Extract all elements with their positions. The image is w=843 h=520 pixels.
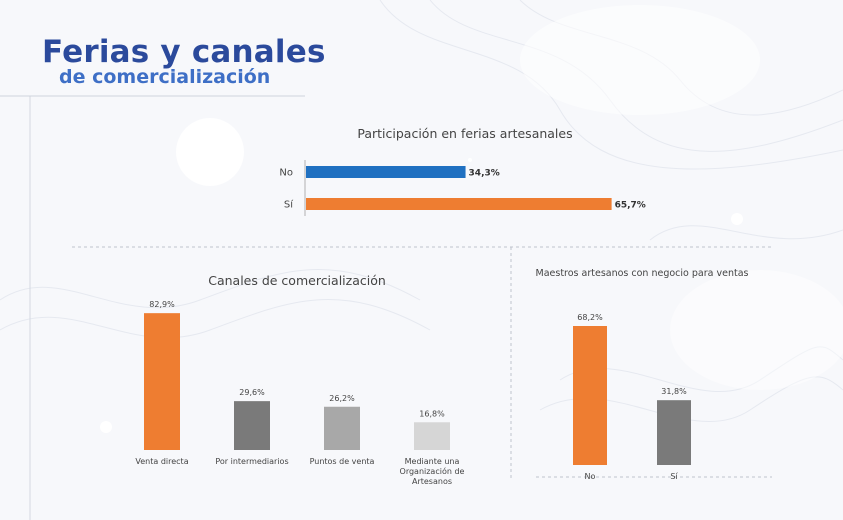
page-title: Ferias y canales: [42, 34, 326, 70]
canales-bar-3: [324, 406, 360, 450]
ferias-value-label: 34,3%: [469, 169, 500, 179]
canales-value-label: 16,8%: [419, 409, 445, 418]
ferias-bar-2: [306, 198, 612, 210]
page-subtitle: de comercialización: [59, 66, 271, 88]
canales-category-label: Puntos de venta: [310, 457, 375, 466]
canales-category-label: Mediante una: [405, 457, 460, 466]
canales-value-label: 82,9%: [149, 300, 175, 309]
ferias-value-label: 65,7%: [615, 201, 646, 211]
canales-category-label: Por intermediarios: [215, 457, 288, 466]
canales-value-label: 26,2%: [329, 394, 355, 403]
maestros-bar-1: [573, 326, 607, 465]
ferias-chart-title: Participación en ferias artesanales: [357, 126, 573, 141]
maestros-category-label: Sí: [670, 472, 678, 481]
maestros-value-label: 31,8%: [661, 387, 687, 396]
ferias-category-label: No: [279, 168, 293, 179]
ferias-bar-1: [306, 166, 466, 178]
canales-value-label: 29,6%: [239, 388, 265, 397]
maestros-category-label: No: [585, 472, 596, 481]
maestros-value-label: 68,2%: [577, 313, 603, 322]
canales-bar-2: [234, 401, 270, 450]
maestros-chart-title: Maestros artesanos con negocio para vent…: [535, 268, 749, 279]
canales-bar-1: [144, 313, 180, 450]
canales-category-label: Venta directa: [135, 457, 188, 466]
canales-chart-title: Canales de comercialización: [208, 273, 386, 288]
ferias-category-label: Sí: [284, 199, 294, 211]
canales-category-label: Organización de: [400, 466, 465, 476]
canales-bar-4: [414, 422, 450, 450]
canales-category-label: Artesanos: [412, 477, 452, 486]
maestros-bar-2: [657, 400, 691, 465]
